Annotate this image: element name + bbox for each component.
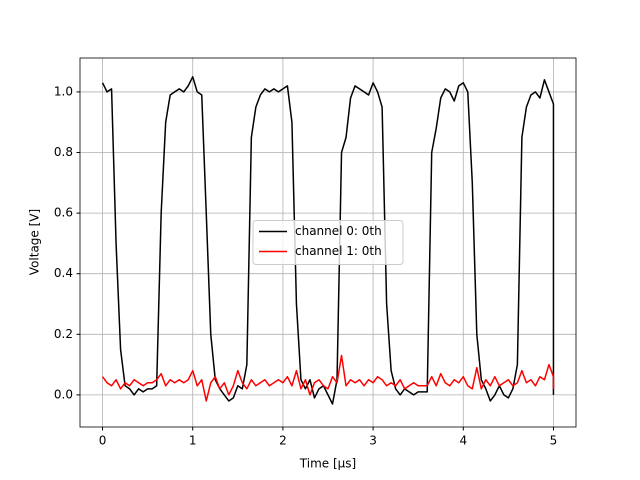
legend: channel 0: 0th channel 1: 0th	[252, 220, 404, 265]
y-tick-label: 0.6	[54, 206, 73, 220]
y-tick-label: 1.0	[54, 84, 73, 98]
y-axis-label: Voltage [V]	[28, 209, 42, 275]
axes-frame	[79, 57, 577, 428]
x-tick-label: 2	[279, 434, 287, 448]
y-tick-label: 0.0	[54, 387, 73, 401]
y-tick-label: 0.2	[54, 327, 73, 341]
y-tick-label: 0.4	[54, 266, 73, 280]
x-axis-label: Time [μs]	[299, 457, 356, 471]
x-tick-label: 1	[189, 434, 197, 448]
data-line	[101, 76, 555, 405]
x-tick-label: 4	[459, 434, 467, 448]
x-tick-label: 5	[550, 434, 558, 448]
legend-box	[252, 220, 404, 265]
x-tick-label: 3	[369, 434, 377, 448]
legend-label: channel 1: 0th	[295, 244, 382, 258]
legend-label: channel 0: 0th	[295, 224, 382, 238]
y-tick-label: 0.8	[54, 145, 73, 159]
data-line	[101, 354, 555, 402]
x-tick-label: 0	[99, 434, 107, 448]
